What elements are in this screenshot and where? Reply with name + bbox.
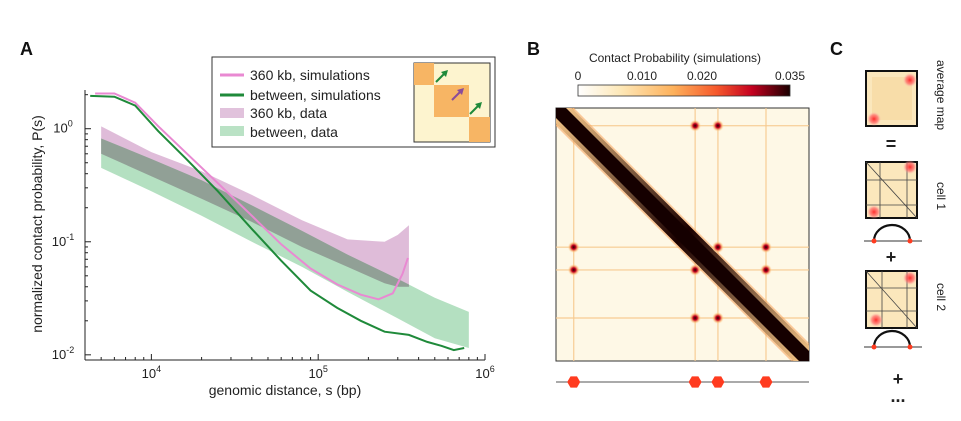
contact-spot — [711, 119, 724, 132]
contact-spot — [567, 241, 580, 254]
bright-spots — [567, 119, 772, 324]
loop-arc-cell-2 — [864, 329, 922, 350]
contact-spot — [711, 311, 724, 324]
arrowhead-icon — [441, 70, 448, 77]
panel-label-c: C — [830, 39, 843, 59]
arrowhead-icon — [457, 88, 464, 95]
band-overlap — [101, 138, 409, 287]
colorbar-tick: 0 — [575, 69, 582, 83]
bands-layer — [101, 126, 469, 348]
x-tick-label: 104 — [142, 364, 161, 381]
colorbar-tick: 0.010 — [627, 69, 657, 83]
legend-label-sim-360: 360 kb, simulations — [250, 67, 370, 83]
colorbar: 0 0.010 0.020 0.035 — [575, 69, 805, 97]
average-map-box — [865, 70, 918, 127]
contact-spot — [711, 241, 724, 254]
plus-sign: + — [893, 369, 904, 389]
ellipsis: ... — [890, 386, 905, 406]
ctcf-marker — [688, 376, 702, 388]
label-cell-1: cell 1 — [934, 182, 948, 210]
cell-2-box — [865, 270, 918, 329]
tick-labels: 104 105 106 100 10-1 10-2 — [52, 119, 495, 381]
contact-spot — [689, 263, 702, 276]
tad-inset — [413, 62, 491, 143]
y-tick-label: 10-2 — [52, 345, 74, 362]
loop-arc-cell-1 — [864, 223, 922, 244]
line-sim-360 — [95, 92, 409, 301]
plus-sign: + — [886, 247, 897, 267]
x-tick-label: 105 — [308, 364, 327, 381]
arrowhead-icon — [475, 102, 482, 109]
legend-swatch-data-360 — [220, 108, 244, 118]
line-sim-between — [90, 94, 465, 352]
panel-label-b: B — [527, 39, 540, 59]
x-axis-label: genomic distance, s (bp) — [209, 382, 362, 398]
contact-map-diagonal — [556, 108, 809, 361]
label-cell-2: cell 2 — [934, 283, 948, 311]
contact-spot — [689, 119, 702, 132]
colorbar-title: Contact Probability (simulations) — [589, 51, 761, 65]
legend-swatch-data-between — [220, 126, 244, 136]
legend-label-data-between: between, data — [250, 124, 338, 140]
contact-spot — [689, 311, 702, 324]
lines-layer — [90, 92, 465, 352]
contact-map — [555, 107, 810, 362]
legend-label-data-360: 360 kb, data — [250, 105, 327, 121]
x-tick-label: 106 — [475, 364, 494, 381]
ctcf-marker — [711, 376, 725, 388]
y-axis-label: normalized contact probability, P(s) — [29, 115, 45, 333]
y-tick-label: 10-1 — [52, 232, 74, 249]
colorbar-tick: 0.035 — [775, 69, 805, 83]
label-average-map: average map — [934, 60, 948, 130]
axes — [84, 90, 486, 361]
cell-1-box — [865, 160, 918, 219]
legend-label-sim-between: between, simulations — [250, 87, 381, 103]
colorbar-tick: 0.020 — [687, 69, 717, 83]
contact-spot — [567, 263, 580, 276]
y-tick-label: 100 — [53, 119, 72, 136]
ctcf-marker — [567, 376, 581, 388]
panel-label-a: A — [20, 39, 33, 59]
legend: 360 kb, simulations between, simulations… — [211, 56, 496, 148]
equals-sign: = — [886, 134, 897, 154]
chart-a: 104 105 106 100 10-1 10-2 — [52, 90, 495, 381]
ctcf-track — [556, 376, 809, 388]
contact-spot — [759, 241, 772, 254]
contact-spot — [759, 263, 772, 276]
ctcf-marker — [759, 376, 773, 388]
